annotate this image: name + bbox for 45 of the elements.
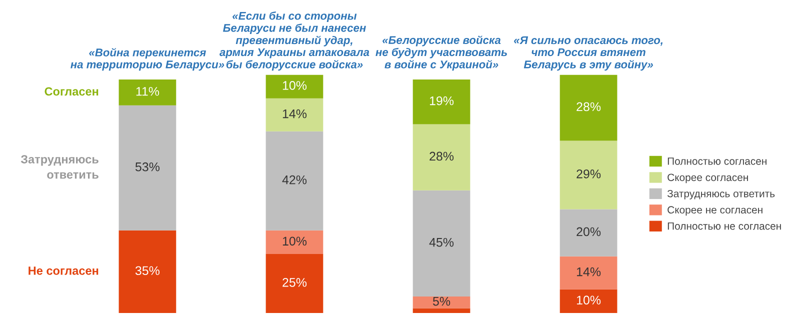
data-label: 45% <box>429 238 454 247</box>
bar <box>560 209 618 256</box>
bar <box>412 190 470 296</box>
x-tick-label: «Белорусские войска не будут участвовать в войне с Украиной» <box>376 36 507 71</box>
bar <box>266 131 324 230</box>
bar <box>266 230 324 254</box>
data-label: 35% <box>135 266 160 276</box>
data-label: 14% <box>576 267 601 276</box>
data-label: 14% <box>282 109 307 118</box>
annotation: Не согласен <box>28 266 98 275</box>
data-label: 29% <box>576 169 601 178</box>
bar <box>266 74 324 98</box>
data-label: 10% <box>576 296 601 305</box>
data-label: 25% <box>282 278 307 287</box>
bar <box>560 74 618 141</box>
bar <box>118 79 176 106</box>
bar <box>266 98 324 132</box>
bar <box>412 308 470 313</box>
bar <box>560 289 618 313</box>
bar <box>560 256 618 290</box>
bar <box>266 254 324 313</box>
data-label: 5% <box>432 296 450 306</box>
annotation: Согласен <box>44 87 98 96</box>
data-label: 53% <box>135 162 160 172</box>
bar <box>118 230 176 313</box>
x-tick-label: «Я сильно опасаюсь того, что Россия втянет Беларусь в эту войну» <box>514 36 663 71</box>
data-label: 11% <box>136 87 160 96</box>
data-label: 28% <box>430 152 454 161</box>
data-label: 19% <box>430 96 454 106</box>
legend-label: Полностью не согласен <box>668 222 781 230</box>
bar <box>412 124 470 190</box>
bar <box>118 105 176 230</box>
data-label: 10% <box>282 236 307 246</box>
legend-label: Скорее согласен <box>668 174 748 184</box>
data-label: 42% <box>282 175 307 184</box>
data-label: 28% <box>576 102 601 112</box>
bar <box>412 79 470 124</box>
data-label: 10% <box>282 81 307 90</box>
bar <box>560 140 618 210</box>
legend-label: Затрудняюсь ответить <box>667 190 775 200</box>
bar <box>412 296 470 308</box>
legend-label: Полностью согласен <box>668 158 766 165</box>
data-label: 20% <box>576 227 601 236</box>
annotation: Затрудняюсь ответить <box>20 155 98 179</box>
legend-label: Скорее не согласен <box>668 206 762 216</box>
